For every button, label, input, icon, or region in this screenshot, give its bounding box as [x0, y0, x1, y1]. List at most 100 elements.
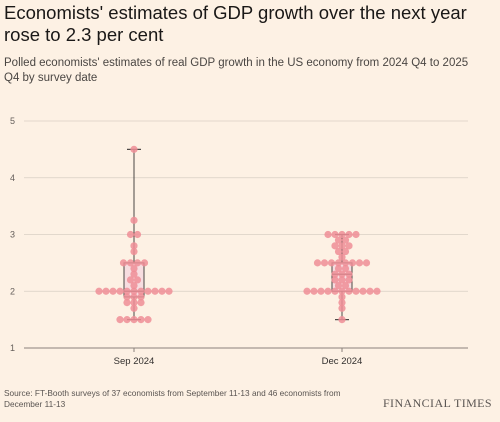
- data-point-sep-2024-16: [123, 287, 131, 295]
- data-point-dec-2024-21: [338, 270, 346, 278]
- data-point-sep-2024-37: [130, 145, 138, 153]
- data-point-dec-2024-7: [324, 287, 332, 295]
- chart-title: Economists' estimates of GDP growth over…: [4, 2, 467, 45]
- data-point-sep-2024-35: [133, 230, 142, 239]
- data-point-sep-2024-31: [140, 259, 149, 267]
- data-point-dec-2024-18: [338, 276, 346, 284]
- data-point-sep-2024-24: [126, 276, 135, 284]
- data-point-sep-2024-34: [126, 230, 135, 239]
- data-point-dec-2024-42: [331, 230, 339, 239]
- x-tick-label-sep-2024: Sep 2024: [114, 356, 155, 367]
- data-point-dec-2024-32: [362, 259, 371, 267]
- data-point-dec-2024-34: [334, 247, 343, 256]
- data-point-sep-2024-2: [130, 316, 138, 324]
- data-point-dec-2024-30: [348, 259, 357, 267]
- data-point-dec-2024-17: [331, 276, 339, 284]
- data-point-sep-2024-23: [130, 281, 138, 290]
- data-point-dec-2024-20: [331, 270, 339, 278]
- data-point-dec-2024-45: [352, 230, 360, 239]
- data-point-dec-2024-35: [341, 247, 350, 256]
- y-tick-label-5: 5: [10, 116, 15, 126]
- x-axis-ticks: Sep 2024 Dec 2024: [114, 348, 363, 367]
- data-point-dec-2024-16: [341, 281, 350, 290]
- data-point-sep-2024-25: [133, 276, 142, 284]
- data-point-dec-2024-11: [352, 287, 360, 295]
- data-point-sep-2024-19: [144, 287, 152, 295]
- data-point-sep-2024-9: [123, 293, 131, 301]
- data-point-sep-2024-10: [130, 293, 138, 301]
- data-point-sep-2024-27: [130, 264, 138, 273]
- x-tick-label-dec-2024: Dec 2024: [322, 356, 363, 367]
- data-point-sep-2024-22: [165, 287, 173, 295]
- data-point-sep-2024-7: [130, 299, 138, 307]
- data-point-dec-2024-33: [338, 253, 346, 261]
- data-point-sep-2024-8: [137, 299, 145, 307]
- data-point-dec-2024-39: [334, 236, 343, 244]
- data-point-sep-2024-0: [116, 316, 124, 324]
- data-point-sep-2024-18: [137, 287, 145, 295]
- data-points: [95, 145, 381, 324]
- data-point-dec-2024-40: [341, 236, 350, 244]
- data-point-dec-2024-37: [338, 242, 346, 250]
- data-point-sep-2024-13: [102, 287, 110, 295]
- data-point-dec-2024-4: [303, 287, 311, 295]
- source-note: Source: FT-Booth surveys of 37 economist…: [4, 388, 341, 409]
- data-point-sep-2024-28: [119, 259, 128, 267]
- data-point-dec-2024-25: [313, 259, 322, 267]
- grid-lines: [24, 120, 468, 349]
- data-point-dec-2024-27: [327, 259, 336, 267]
- data-point-sep-2024-5: [130, 304, 138, 312]
- data-point-sep-2024-15: [116, 287, 124, 295]
- data-point-sep-2024-26: [130, 270, 138, 278]
- data-point-dec-2024-28: [334, 259, 343, 267]
- data-point-dec-2024-41: [324, 230, 332, 239]
- data-point-sep-2024-17: [130, 287, 138, 295]
- data-point-dec-2024-0: [338, 316, 346, 324]
- data-point-dec-2024-38: [345, 242, 353, 250]
- data-point-sep-2024-36: [130, 216, 138, 224]
- data-point-dec-2024-3: [338, 293, 346, 301]
- data-point-dec-2024-8: [331, 287, 339, 295]
- data-point-dec-2024-19: [345, 276, 353, 284]
- data-point-sep-2024-21: [158, 287, 166, 295]
- data-point-dec-2024-15: [334, 281, 343, 290]
- data-point-dec-2024-29: [341, 259, 350, 267]
- data-point-dec-2024-6: [317, 287, 325, 295]
- brand-logo: FINANCIAL TIMES: [382, 396, 492, 410]
- data-point-dec-2024-24: [341, 264, 350, 273]
- data-point-sep-2024-12: [95, 287, 103, 295]
- data-point-sep-2024-1: [123, 316, 131, 324]
- y-tick-label-3: 3: [10, 230, 15, 240]
- data-point-dec-2024-31: [355, 259, 364, 267]
- data-point-dec-2024-43: [338, 230, 346, 239]
- y-tick-label-1: 1: [10, 343, 15, 353]
- data-point-sep-2024-33: [130, 242, 138, 250]
- data-point-dec-2024-10: [345, 287, 353, 295]
- data-point-sep-2024-4: [144, 316, 152, 324]
- data-point-sep-2024-14: [109, 287, 117, 295]
- data-point-sep-2024-29: [126, 259, 135, 267]
- data-point-dec-2024-2: [338, 299, 346, 307]
- data-point-dec-2024-44: [345, 230, 353, 239]
- data-point-sep-2024-3: [137, 316, 145, 324]
- data-point-sep-2024-11: [137, 293, 145, 301]
- data-point-dec-2024-5: [310, 287, 318, 295]
- data-point-dec-2024-14: [373, 287, 381, 295]
- data-point-dec-2024-13: [366, 287, 374, 295]
- y-axis-ticks: 1 2 3 4 5: [10, 116, 15, 353]
- data-point-sep-2024-20: [151, 287, 159, 295]
- y-tick-label-4: 4: [10, 173, 15, 183]
- data-point-dec-2024-12: [359, 287, 367, 295]
- data-point-dec-2024-9: [338, 287, 346, 295]
- data-point-sep-2024-30: [133, 259, 142, 267]
- data-point-dec-2024-26: [320, 259, 329, 267]
- data-point-dec-2024-36: [331, 242, 339, 250]
- data-point-dec-2024-23: [334, 264, 343, 273]
- data-point-sep-2024-32: [130, 247, 138, 256]
- data-point-dec-2024-1: [338, 304, 346, 312]
- chart-subtitle: Polled economists' estimates of real GDP…: [4, 57, 469, 84]
- data-point-dec-2024-22: [345, 270, 353, 278]
- data-point-sep-2024-6: [123, 299, 131, 307]
- y-tick-label-2: 2: [10, 286, 15, 296]
